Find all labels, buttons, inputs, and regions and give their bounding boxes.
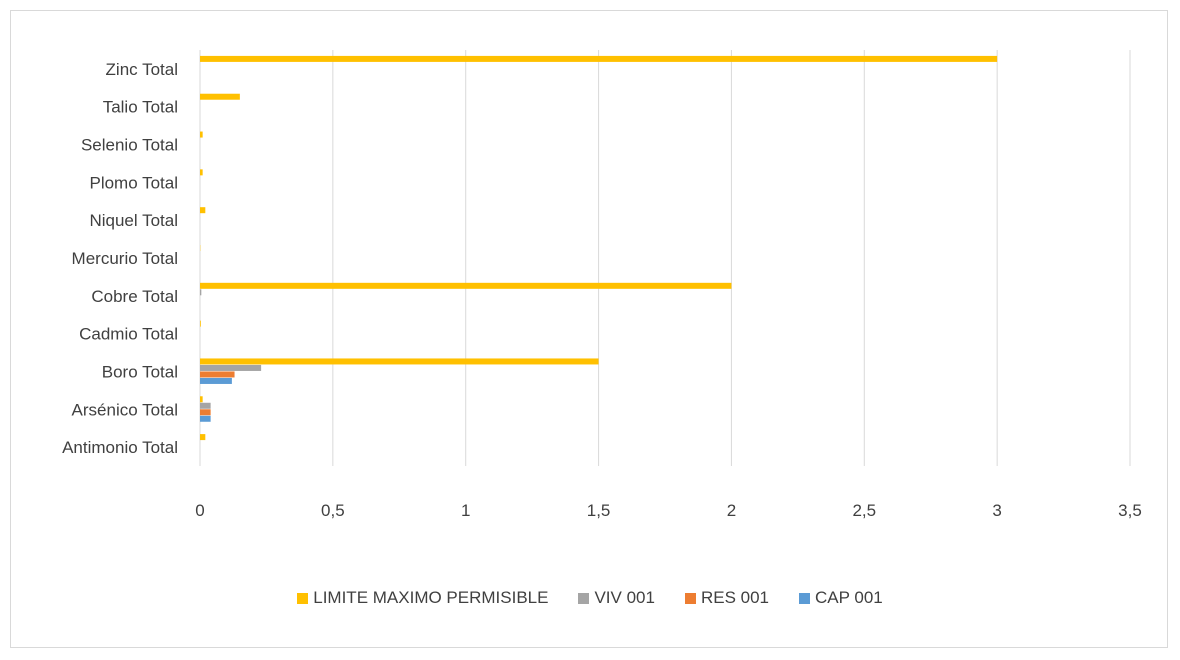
bar-limite-maximo-permisible bbox=[200, 131, 203, 138]
category-label: Arsénico Total bbox=[72, 400, 178, 419]
x-tick-label: 1,5 bbox=[587, 501, 611, 520]
bar-limite-maximo-permisible bbox=[200, 169, 203, 176]
category-label: Cadmio Total bbox=[79, 325, 178, 344]
chart-frame bbox=[10, 10, 1168, 648]
legend-swatch bbox=[799, 592, 811, 604]
bar-res-001 bbox=[200, 371, 235, 378]
category-label: Boro Total bbox=[102, 362, 178, 381]
category-label: Cobre Total bbox=[91, 287, 178, 306]
legend-swatch bbox=[297, 592, 309, 604]
legend-label: LIMITE MAXIMO PERMISIBLE bbox=[313, 588, 549, 607]
bar-limite-maximo-permisible bbox=[200, 396, 203, 403]
x-tick-label: 2 bbox=[727, 501, 736, 520]
bar-limite-maximo-permisible bbox=[200, 434, 206, 441]
bar-viv-001 bbox=[200, 289, 202, 296]
bar-limite-maximo-permisible bbox=[200, 93, 240, 100]
legend-swatch bbox=[578, 592, 590, 604]
category-label: Talio Total bbox=[103, 98, 178, 117]
legend-swatch bbox=[684, 592, 696, 604]
bar-limite-maximo-permisible bbox=[200, 358, 599, 365]
legend: LIMITE MAXIMO PERMISIBLE VIV 001 RES 001 CA… bbox=[0, 588, 1180, 608]
bar-limite-maximo-permisible bbox=[200, 282, 732, 289]
legend-item: LIMITE MAXIMO PERMISIBLE bbox=[297, 588, 548, 608]
category-label: Niquel Total bbox=[89, 211, 178, 230]
bar-cap-001 bbox=[200, 415, 211, 422]
legend-label: VIV 001 bbox=[594, 588, 655, 607]
category-label: Plomo Total bbox=[89, 173, 178, 192]
category-label: Selenio Total bbox=[81, 136, 178, 155]
bar-cap-001 bbox=[200, 377, 232, 384]
legend-label: CAP 001 bbox=[815, 588, 883, 607]
x-tick-label: 0 bbox=[195, 501, 204, 520]
x-tick-label: 1 bbox=[461, 501, 470, 520]
bar-limite-maximo-permisible bbox=[200, 207, 206, 214]
bar-limite-maximo-permisible bbox=[200, 55, 998, 62]
x-tick-label: 3,5 bbox=[1118, 501, 1142, 520]
x-tick-label: 0,5 bbox=[321, 501, 345, 520]
legend-item: RES 001 bbox=[684, 588, 770, 608]
bar-limite-maximo-permisible bbox=[200, 320, 201, 327]
bar-viv-001 bbox=[200, 364, 262, 371]
category-label: Mercurio Total bbox=[72, 249, 178, 268]
legend-item: CAP 001 bbox=[799, 588, 883, 608]
bar-viv-001 bbox=[200, 402, 211, 409]
category-label: Antimonio Total bbox=[62, 438, 178, 457]
legend-item: VIV 001 bbox=[578, 588, 655, 608]
bar-res-001 bbox=[200, 409, 211, 416]
category-label: Zinc Total bbox=[106, 60, 178, 79]
legend-label: RES 001 bbox=[700, 588, 770, 607]
x-tick-label: 2,5 bbox=[852, 501, 876, 520]
x-tick-label: 3 bbox=[992, 501, 1001, 520]
